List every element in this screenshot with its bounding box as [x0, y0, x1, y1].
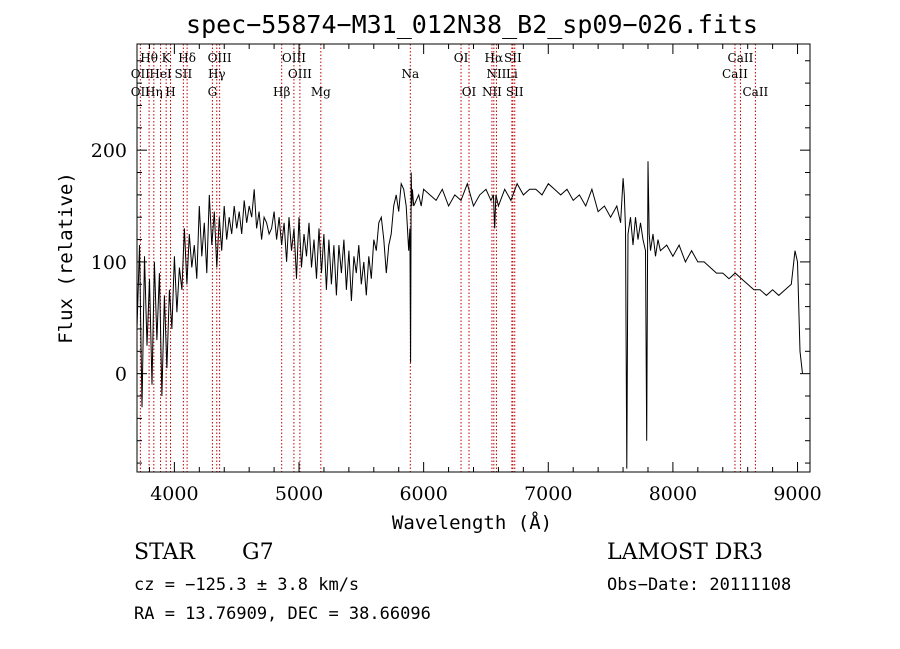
- marker-label-26: SII: [506, 85, 524, 99]
- y-tick-label-1: 100: [91, 252, 127, 274]
- marker-label-2: Hδ: [178, 51, 196, 65]
- marker-label-15: NII: [486, 67, 506, 81]
- marker-label-10: HeI: [149, 67, 172, 81]
- marker-label-14: Na: [401, 67, 419, 81]
- marker-label-19: Hη: [145, 85, 163, 99]
- x-tick-label-4: 8000: [649, 483, 697, 505]
- spectral-marker-lines: [139, 44, 756, 472]
- marker-label-7: SII: [504, 51, 522, 65]
- marker-label-24: OI: [462, 85, 477, 99]
- x-tick-label-1: 5000: [275, 483, 323, 505]
- x-tick-label-5: 9000: [773, 483, 821, 505]
- plot-frame: [136, 43, 811, 473]
- sky-coordinates: RA = 13.76909, DEC = 38.66096: [134, 604, 431, 624]
- marker-label-0: Hθ: [140, 51, 158, 65]
- x-tick-label-3: 7000: [524, 483, 572, 505]
- marker-label-8: CaII: [728, 51, 754, 65]
- marker-label-3: OIII: [208, 51, 232, 65]
- marker-label-5: OI: [454, 51, 469, 65]
- x-axis-label: Wavelength (Å): [392, 511, 552, 534]
- marker-label-11: SII: [175, 67, 193, 81]
- y-tick-label-2: 200: [91, 140, 127, 162]
- marker-label-1: K: [162, 51, 172, 65]
- marker-label-17: CaII: [722, 67, 748, 81]
- marker-label-16: Li: [506, 67, 518, 81]
- marker-label-9: OII: [131, 67, 151, 81]
- y-axis-ticks: 0 100 200: [91, 60, 810, 464]
- object-subclass: G7: [242, 540, 274, 565]
- spectrum-series-line: [136, 161, 803, 469]
- marker-label-23: Mg: [311, 85, 331, 99]
- marker-label-22: Hβ: [273, 85, 290, 99]
- marker-label-6: Hα: [485, 51, 504, 65]
- marker-label-27: CaII: [742, 85, 768, 99]
- marker-label-12: Hγ: [208, 67, 226, 81]
- object-class: STAR: [134, 540, 196, 565]
- redshift-info: cz = −125.3 ± 3.8 km/s: [134, 575, 359, 595]
- y-tick-label-0: 0: [115, 364, 127, 386]
- marker-label-13: OIII: [288, 67, 312, 81]
- y-axis-label: Flux (relative): [55, 172, 77, 344]
- survey-name: LAMOST DR3: [607, 540, 763, 565]
- marker-label-25: NII: [482, 85, 502, 99]
- marker-label-21: G: [208, 85, 218, 99]
- marker-label-18: OII: [131, 85, 151, 99]
- chart-title: spec−55874−M31_012N38_B2_sp09−026.fits: [186, 10, 758, 39]
- x-tick-label-2: 6000: [399, 483, 447, 505]
- x-tick-label-0: 4000: [150, 483, 198, 505]
- x-axis-ticks: 4000 5000 6000 7000 8000 9000: [148, 44, 822, 505]
- marker-label-4: OIII: [282, 51, 306, 65]
- marker-label-20: H: [165, 85, 175, 99]
- observation-date: Obs−Date: 20111108: [607, 575, 791, 595]
